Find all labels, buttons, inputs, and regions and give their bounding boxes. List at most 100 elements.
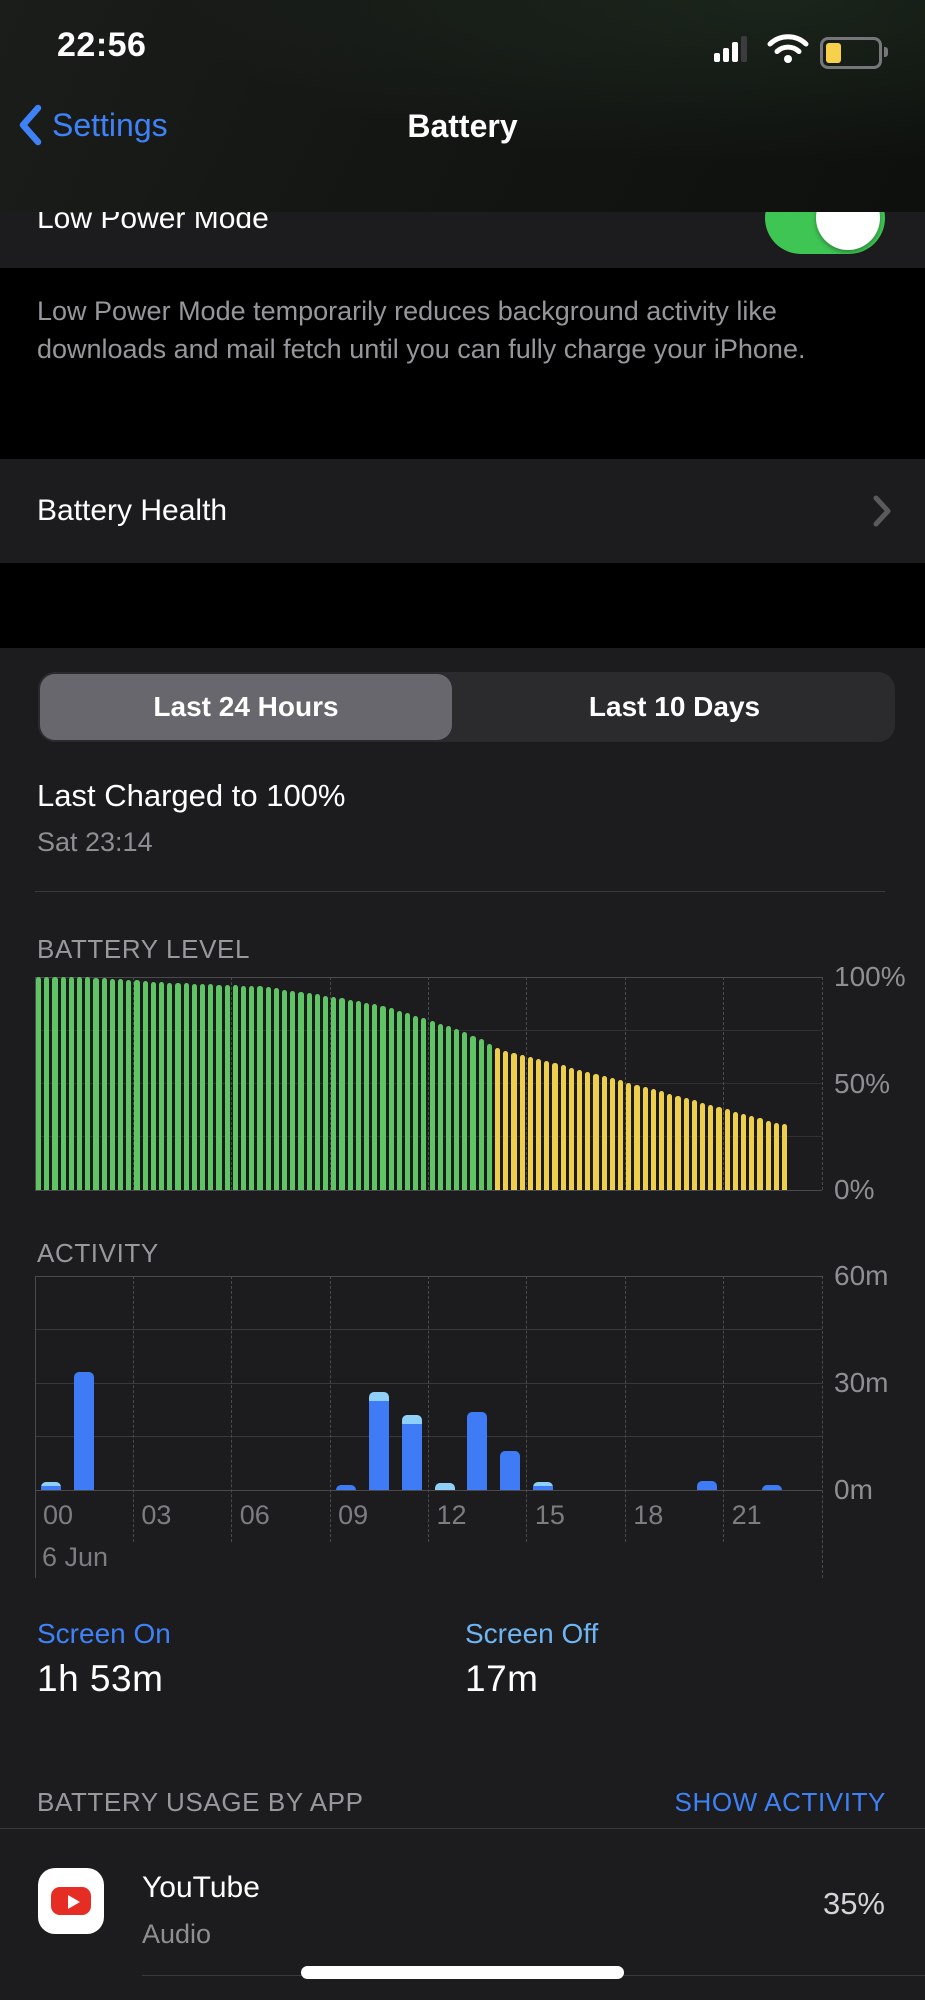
- screen-on-segment: [336, 1484, 357, 1490]
- battery-bar: [413, 1015, 419, 1190]
- show-activity-button[interactable]: SHOW ACTIVITY: [674, 1787, 886, 1817]
- activity-xlabel: 03: [141, 1500, 172, 1530]
- tab-last-24-hours[interactable]: Last 24 Hours: [153, 691, 339, 722]
- battery-bar: [552, 1063, 558, 1190]
- battery-bar: [486, 1044, 493, 1190]
- activity-bar: [532, 1481, 553, 1490]
- gridline-v: [329, 1276, 331, 1542]
- battery-bar: [175, 982, 181, 1190]
- battery-bar: [691, 1100, 698, 1190]
- battery-bar: [749, 1116, 755, 1190]
- battery-bar: [773, 1122, 779, 1190]
- screen-off-label: Screen Off: [465, 1618, 599, 1649]
- battery-bar: [44, 977, 50, 1190]
- gridline-v: [231, 1276, 233, 1542]
- activity-bar: [41, 1482, 61, 1490]
- battery-bar: [609, 1078, 616, 1190]
- screen-on-segment: [696, 1481, 717, 1490]
- back-label: Settings: [52, 106, 168, 143]
- battery-bar: [355, 1001, 361, 1190]
- gridline-v: [624, 1276, 626, 1542]
- screen-on-segment: [401, 1424, 422, 1490]
- battery-bar: [478, 1039, 484, 1190]
- battery-bar: [568, 1067, 575, 1190]
- battery-bar: [117, 979, 124, 1190]
- battery-bar: [76, 977, 83, 1190]
- header: 22:56 Settings Battery: [0, 0, 925, 212]
- battery-bar: [642, 1086, 648, 1190]
- activity-plot[interactable]: [35, 1275, 823, 1578]
- battery-bar: [208, 984, 214, 1190]
- gridline-v: [132, 1276, 134, 1542]
- battery-bar: [765, 1120, 771, 1190]
- battery-bar: [404, 1013, 411, 1190]
- battery-bar: [322, 995, 329, 1190]
- battery-bar: [421, 1018, 427, 1190]
- battery-bar: [257, 986, 263, 1190]
- battery-level-plot[interactable]: [35, 976, 823, 1191]
- screen-off-segment: [41, 1482, 61, 1486]
- battery-bar: [298, 991, 304, 1190]
- screen-off-segment: [368, 1391, 389, 1401]
- battery-bar: [380, 1005, 386, 1190]
- activity-bar: [434, 1482, 455, 1490]
- activity-xlabel: 15: [534, 1500, 565, 1530]
- battery-bar: [52, 977, 58, 1190]
- battery-bar: [577, 1069, 583, 1190]
- screen-on-segment: [467, 1411, 488, 1490]
- battery-ylabel: 50%: [834, 1067, 891, 1099]
- last-charged-title: Last Charged to 100%: [37, 778, 346, 813]
- battery-bar: [281, 989, 288, 1190]
- play-triangle-icon: [68, 1895, 80, 1909]
- home-indicator[interactable]: [301, 1966, 624, 1979]
- battery-bar: [142, 981, 148, 1190]
- screen-off-value: 17m: [465, 1658, 539, 1699]
- cellular-signal-icon: [714, 36, 747, 62]
- battery-bar: [265, 987, 271, 1190]
- battery-fill: [826, 43, 841, 63]
- app-usage-row-youtube[interactable]: YouTube Audio 35%: [0, 1829, 925, 1975]
- app-name: YouTube: [142, 1871, 260, 1904]
- screen-off-segment: [532, 1481, 553, 1486]
- battery-bar: [626, 1082, 632, 1190]
- battery-bar: [503, 1050, 509, 1190]
- time-range-segmented-control: Last 24 Hours Last 10 Days: [38, 672, 895, 742]
- battery-bar: [437, 1023, 443, 1190]
- screen-on-segment: [73, 1372, 94, 1490]
- battery-health-row[interactable]: Battery Health: [0, 459, 925, 563]
- activity-xlabel: 09: [338, 1500, 369, 1530]
- status-time: 22:56: [57, 26, 147, 64]
- tab-last-10-days[interactable]: Last 10 Days: [588, 691, 761, 722]
- gridline-v: [231, 977, 233, 1190]
- battery-bar: [240, 985, 247, 1190]
- battery-bar: [347, 999, 353, 1190]
- battery-bar: [249, 986, 255, 1190]
- gridline-v: [624, 977, 626, 1190]
- battery-bar: [199, 983, 206, 1190]
- battery-bar: [560, 1065, 566, 1190]
- low-power-mode-description: Low Power Mode temporarily reduces backg…: [37, 296, 806, 364]
- screen-on-value: 1h 53m: [37, 1658, 164, 1699]
- battery-bar: [167, 982, 173, 1190]
- battery-bar: [150, 981, 156, 1190]
- battery-bar: [314, 994, 320, 1190]
- youtube-play-badge: [51, 1887, 91, 1915]
- chart-date-label: 6 Jun: [42, 1542, 109, 1572]
- gridline-v: [821, 1276, 823, 1578]
- activity-xlabel: 21: [731, 1500, 762, 1530]
- screen-off-segment: [401, 1415, 422, 1425]
- battery-bar: [724, 1109, 730, 1190]
- battery-bar: [527, 1056, 534, 1190]
- battery-bar: [68, 977, 74, 1190]
- battery-bar: [126, 979, 132, 1190]
- battery-bar: [536, 1059, 542, 1190]
- battery-bar: [101, 978, 107, 1190]
- battery-bar: [511, 1052, 517, 1190]
- battery-bar: [93, 977, 99, 1190]
- back-button[interactable]: Settings: [18, 104, 168, 146]
- battery-bar: [216, 984, 222, 1190]
- battery-bar: [290, 990, 296, 1190]
- activity-bar: [73, 1372, 94, 1490]
- activity-xlabel: 06: [239, 1500, 270, 1530]
- battery-bar: [757, 1118, 763, 1190]
